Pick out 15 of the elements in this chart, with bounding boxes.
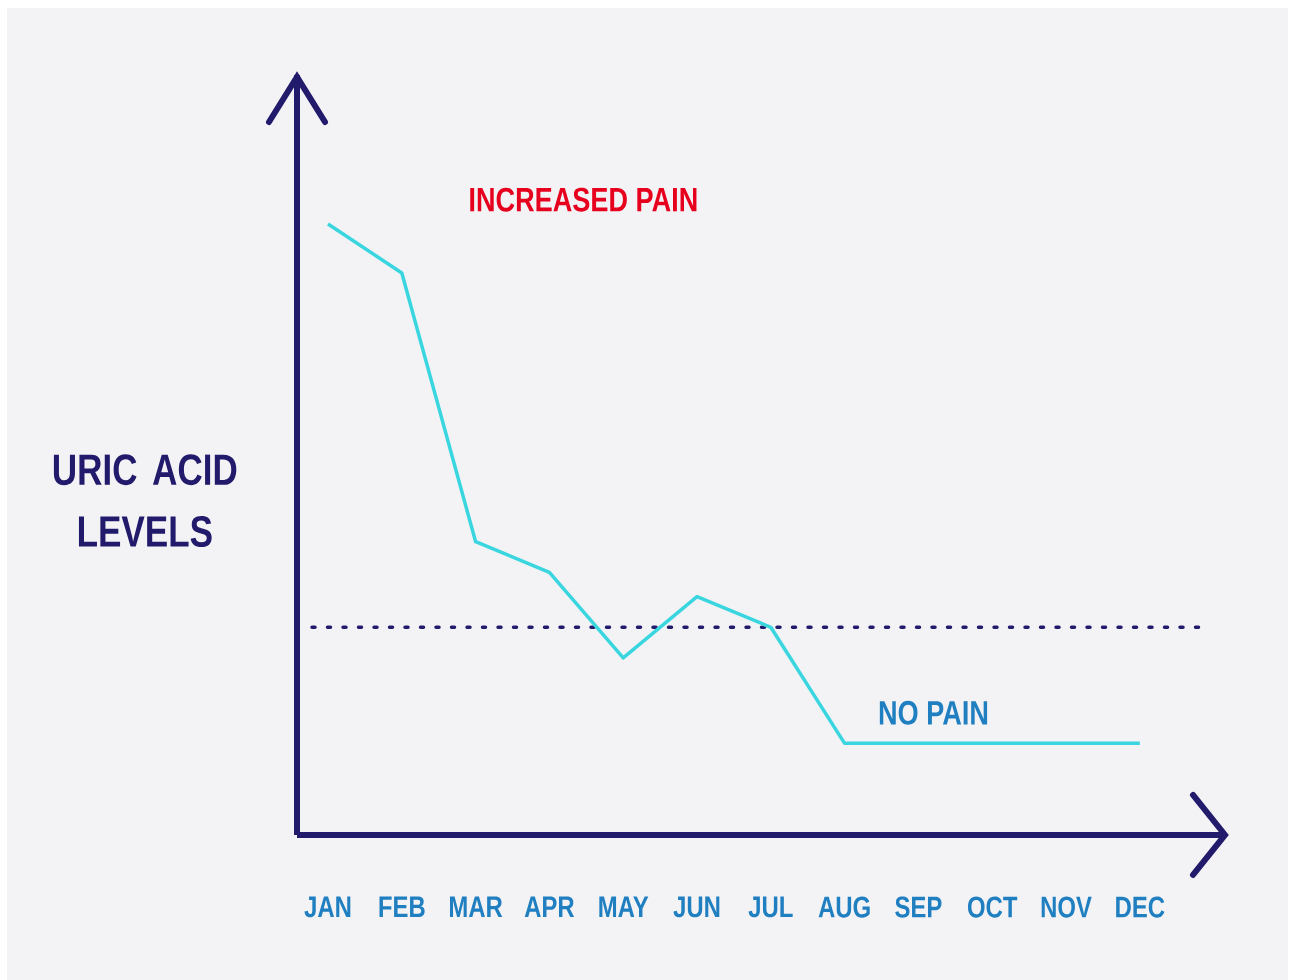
annotation: INCREASED PAIN (470, 187, 697, 212)
x-tick-label: NOV (1041, 896, 1092, 918)
x-tick-label: JAN (304, 896, 351, 918)
x-tick-label: MAR (449, 896, 503, 918)
x-tick-label: APR (524, 896, 575, 918)
x-tick-label: AUG (818, 896, 870, 918)
x-tick-label: MAY (599, 896, 649, 918)
x-tick-label: OCT (967, 896, 1018, 918)
x-tick-label: JUL (748, 896, 793, 918)
annotation: NO PAIN (879, 700, 988, 725)
y-axis-title: URIC ACID LEVELS (53, 454, 237, 547)
x-tick-label: SEP (895, 896, 942, 918)
x-tick-label: JUN (673, 896, 720, 918)
x-tick-label: FEB (379, 896, 425, 918)
x-tick-label: DEC (1116, 896, 1165, 918)
